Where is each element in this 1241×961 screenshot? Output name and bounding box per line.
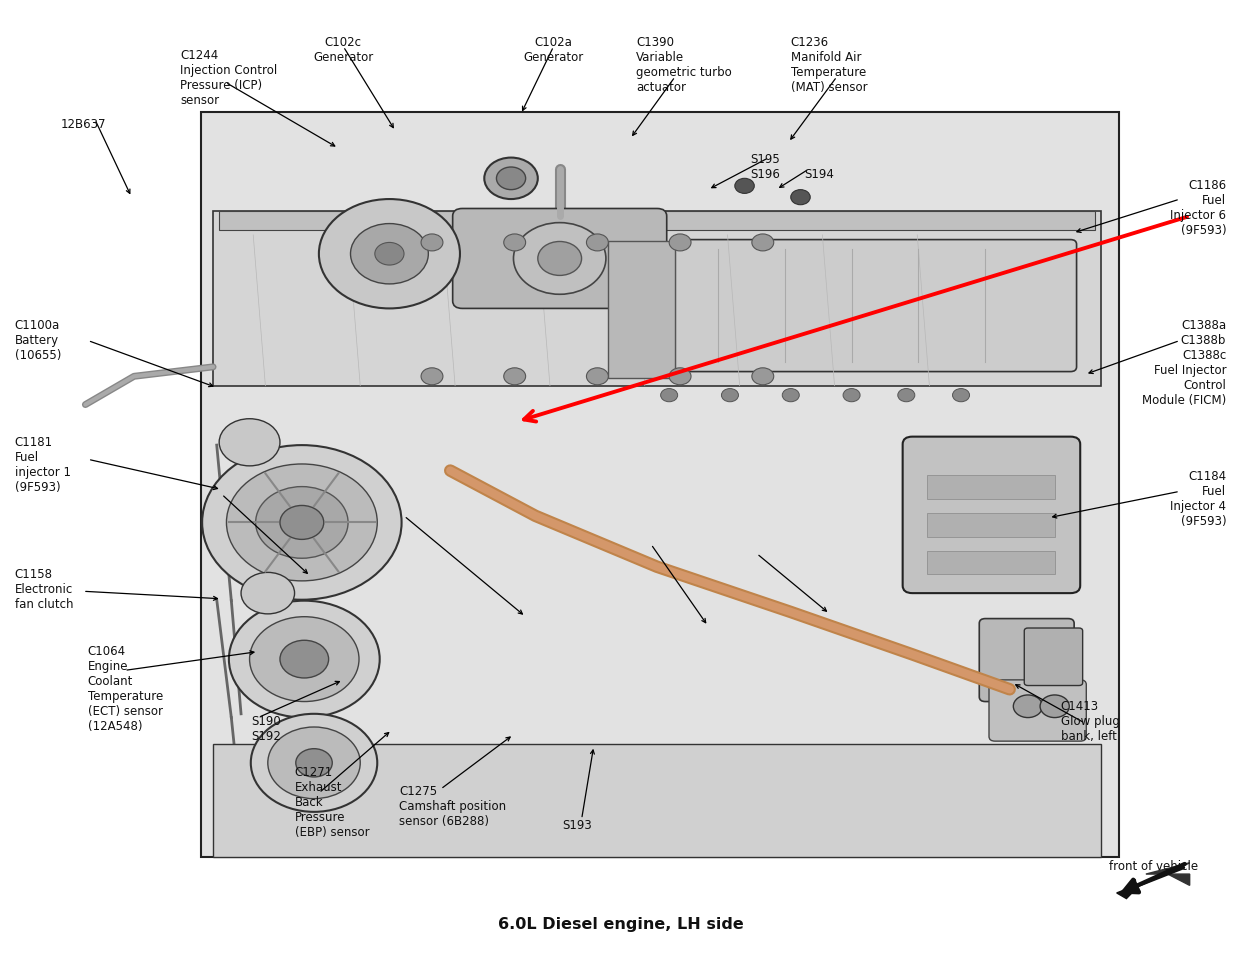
- Circle shape: [268, 727, 360, 799]
- Circle shape: [249, 617, 359, 702]
- Bar: [201, 113, 1119, 857]
- Text: front of vehicle: front of vehicle: [1109, 859, 1198, 872]
- Circle shape: [421, 368, 443, 385]
- Circle shape: [587, 234, 608, 252]
- Circle shape: [669, 368, 691, 385]
- Polygon shape: [1145, 863, 1190, 885]
- Circle shape: [843, 389, 860, 403]
- Circle shape: [319, 200, 460, 309]
- Text: C1186
Fuel
Injector 6
(9F593): C1186 Fuel Injector 6 (9F593): [1170, 179, 1226, 237]
- Circle shape: [514, 223, 606, 295]
- Text: C1390
Variable
geometric turbo
actuator: C1390 Variable geometric turbo actuator: [637, 36, 732, 94]
- Circle shape: [791, 190, 810, 206]
- Circle shape: [228, 601, 380, 718]
- Circle shape: [256, 487, 347, 558]
- Circle shape: [537, 242, 582, 276]
- Circle shape: [1014, 695, 1042, 718]
- Circle shape: [251, 714, 377, 812]
- Text: C1064
Engine
Coolant
Temperature
(ECT) sensor
(12A548): C1064 Engine Coolant Temperature (ECT) s…: [88, 645, 163, 732]
- Circle shape: [421, 234, 443, 252]
- Circle shape: [226, 464, 377, 581]
- Text: C102a
Generator: C102a Generator: [524, 36, 583, 64]
- Circle shape: [295, 749, 333, 777]
- Circle shape: [280, 641, 329, 678]
- Text: S194: S194: [804, 168, 834, 181]
- Text: C1100a
Battery
(10655): C1100a Battery (10655): [15, 318, 61, 361]
- Circle shape: [220, 419, 280, 466]
- Circle shape: [752, 368, 773, 385]
- Bar: [608, 242, 675, 379]
- Circle shape: [350, 224, 428, 284]
- Circle shape: [375, 243, 405, 266]
- Text: C1388a
C1388b
C1388c
Fuel Injector
Control
Module (FICM): C1388a C1388b C1388c Fuel Injector Contr…: [1142, 318, 1226, 407]
- Circle shape: [504, 234, 526, 252]
- Bar: [927, 476, 1055, 500]
- Circle shape: [897, 389, 915, 403]
- FancyBboxPatch shape: [989, 680, 1086, 741]
- Text: 12B637: 12B637: [61, 118, 107, 131]
- Circle shape: [1040, 695, 1070, 718]
- Circle shape: [669, 234, 691, 252]
- FancyBboxPatch shape: [1024, 628, 1082, 686]
- Circle shape: [504, 368, 526, 385]
- Text: S190
S192: S190 S192: [251, 714, 280, 742]
- Text: C1181
Fuel
injector 1
(9F593): C1181 Fuel injector 1 (9F593): [15, 435, 71, 493]
- FancyBboxPatch shape: [979, 619, 1075, 702]
- FancyBboxPatch shape: [453, 209, 666, 309]
- Text: C1275
Camshaft position
sensor (6B288): C1275 Camshaft position sensor (6B288): [400, 784, 506, 826]
- Circle shape: [752, 234, 773, 252]
- Circle shape: [721, 389, 738, 403]
- Circle shape: [782, 389, 799, 403]
- Bar: [213, 212, 1101, 386]
- Circle shape: [496, 168, 526, 190]
- Circle shape: [735, 179, 755, 194]
- Text: C1244
Injection Control
Pressure (ICP)
sensor: C1244 Injection Control Pressure (ICP) s…: [180, 49, 278, 107]
- Circle shape: [484, 159, 537, 200]
- FancyBboxPatch shape: [902, 437, 1080, 594]
- Text: C1158
Electronic
fan clutch: C1158 Electronic fan clutch: [15, 567, 73, 610]
- Bar: [927, 551, 1055, 575]
- Text: C1413
Glow plug
bank, left: C1413 Glow plug bank, left: [1061, 699, 1119, 742]
- Bar: [213, 744, 1101, 857]
- Circle shape: [660, 389, 678, 403]
- Circle shape: [953, 389, 969, 403]
- Text: S193: S193: [562, 818, 592, 830]
- Text: S195
S196: S195 S196: [751, 153, 781, 181]
- Polygon shape: [1117, 883, 1140, 899]
- Circle shape: [587, 368, 608, 385]
- Bar: [927, 513, 1055, 537]
- Circle shape: [241, 573, 294, 614]
- Text: 6.0L Diesel engine, LH side: 6.0L Diesel engine, LH side: [498, 916, 743, 930]
- FancyBboxPatch shape: [675, 240, 1076, 372]
- Text: C1271
Exhaust
Back
Pressure
(EBP) sensor: C1271 Exhaust Back Pressure (EBP) sensor: [294, 765, 369, 838]
- Text: C102c
Generator: C102c Generator: [313, 36, 374, 64]
- Circle shape: [202, 446, 402, 600]
- Circle shape: [280, 505, 324, 540]
- Text: C1184
Fuel
Injector 4
(9F593): C1184 Fuel Injector 4 (9F593): [1170, 469, 1226, 528]
- Text: C1236
Manifold Air
Temperature
(MAT) sensor: C1236 Manifold Air Temperature (MAT) sen…: [791, 36, 867, 94]
- Bar: [220, 212, 1095, 231]
